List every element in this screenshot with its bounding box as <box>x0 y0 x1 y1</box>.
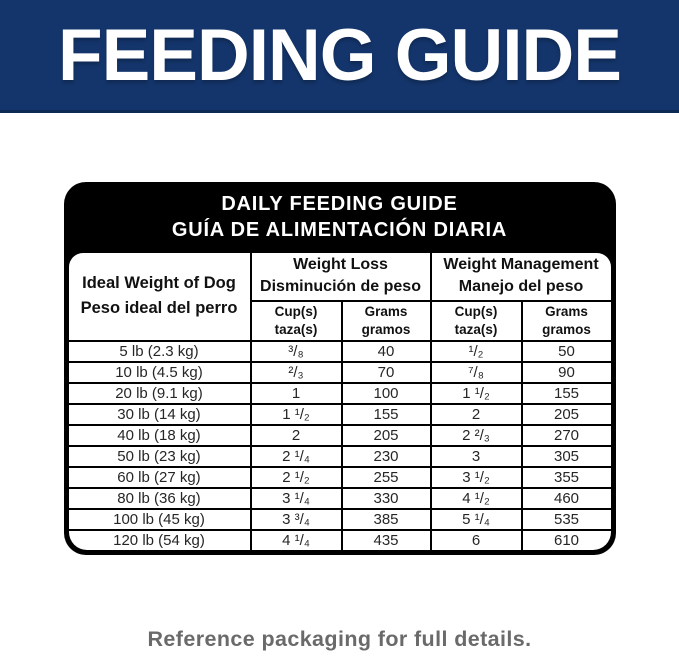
col-group-weight-management: Weight Management Manejo del peso <box>429 252 611 302</box>
header-line-es: taza(s) <box>454 321 498 337</box>
wm-grams-cell: 460 <box>520 486 611 510</box>
wl-cups-cell: 2 ¹/₄ <box>249 444 343 468</box>
feeding-table: Ideal Weight of Dog Peso ideal del perro… <box>68 252 611 551</box>
wl-grams-cell: 330 <box>340 486 432 510</box>
card-title-en: DAILY FEEDING GUIDE <box>221 193 458 215</box>
card-title-es: GUÍA DE ALIMENTACIÓN DIARIA <box>171 219 508 242</box>
feeding-guide-card: DAILY FEEDING GUIDE GUÍA DE ALIMENTACIÓN… <box>63 182 616 556</box>
banner: FEEDING GUIDE <box>0 0 679 113</box>
weight-cell: 60 lb (27 kg) <box>68 465 252 489</box>
wl-cups-cell: 4 ¹/₄ <box>249 528 343 551</box>
header-line-en: Weight Management <box>443 255 599 273</box>
wl-grams-cell: 40 <box>340 339 432 363</box>
wl-cups-cell: 2 ¹/₂ <box>249 465 343 489</box>
table-wrap: Ideal Weight of Dog Peso ideal del perro… <box>68 252 611 551</box>
table-row: 5 lb (2.3 kg) ³/₈ 40 ¹/₂ 50 <box>68 339 611 363</box>
wm-grams-cell: 270 <box>520 423 611 447</box>
weight-cell: 30 lb (14 kg) <box>68 402 252 426</box>
weight-cell: 100 lb (45 kg) <box>68 507 252 531</box>
wl-cups-cell: 3 ¹/₄ <box>249 486 343 510</box>
table-row: 10 lb (4.5 kg) ²/₃ 70 ⁷/₈ 90 <box>68 360 611 384</box>
wl-cups-cell: ³/₈ <box>249 339 343 363</box>
wl-cups-cell: 1 ¹/₂ <box>249 402 343 426</box>
table-row: 30 lb (14 kg) 1 ¹/₂ 155 2 205 <box>68 402 611 426</box>
weight-cell: 10 lb (4.5 kg) <box>68 360 252 384</box>
wl-cups-cell: 3 ³/₄ <box>249 507 343 531</box>
wm-cups-cell: 3 <box>429 444 523 468</box>
wm-grams-cell: 305 <box>520 444 611 468</box>
table-row: 50 lb (23 kg) 2 ¹/₄ 230 3 305 <box>68 444 611 468</box>
wm-cups-cell: ⁷/₈ <box>429 360 523 384</box>
wl-grams-cell: 230 <box>340 444 432 468</box>
wl-grams-cell: 205 <box>340 423 432 447</box>
col-header-wl-grams: Grams gramos <box>340 299 432 342</box>
col-header-wm-cups: Cup(s) taza(s) <box>429 299 523 342</box>
wl-grams-cell: 255 <box>340 465 432 489</box>
feeding-table-head: Ideal Weight of Dog Peso ideal del perro… <box>68 252 611 342</box>
wm-cups-cell: 3 ¹/₂ <box>429 465 523 489</box>
wl-grams-cell: 100 <box>340 381 432 405</box>
wm-cups-cell: 1 ¹/₂ <box>429 381 523 405</box>
wm-cups-cell: ¹/₂ <box>429 339 523 363</box>
weight-cell: 5 lb (2.3 kg) <box>68 339 252 363</box>
table-row: 80 lb (36 kg) 3 ¹/₄ 330 4 ¹/₂ 460 <box>68 486 611 510</box>
table-row: 20 lb (9.1 kg) 1 100 1 ¹/₂ 155 <box>68 381 611 405</box>
col-header-wl-cups: Cup(s) taza(s) <box>249 299 343 342</box>
wl-cups-cell: 1 <box>249 381 343 405</box>
col-group-weight-loss: Weight Loss Disminución de peso <box>249 252 432 302</box>
wm-grams-cell: 155 <box>520 381 611 405</box>
wm-grams-cell: 50 <box>520 339 611 363</box>
header-line-es: taza(s) <box>274 321 318 337</box>
header-line-en: Grams <box>545 304 588 320</box>
wm-grams-cell: 205 <box>520 402 611 426</box>
table-row: 120 lb (54 kg) 4 ¹/₄ 435 6 610 <box>68 528 611 551</box>
header-line-en: Cup(s) <box>454 304 498 320</box>
weight-cell: 20 lb (9.1 kg) <box>68 381 252 405</box>
wl-cups-cell: 2 <box>249 423 343 447</box>
table-row: 60 lb (27 kg) 2 ¹/₂ 255 3 ¹/₂ 355 <box>68 465 611 489</box>
wm-grams-cell: 535 <box>520 507 611 531</box>
card-header: DAILY FEEDING GUIDE GUÍA DE ALIMENTACIÓN… <box>64 182 616 253</box>
col-header-wm-grams: Grams gramos <box>520 299 611 342</box>
col-header-ideal-weight: Ideal Weight of Dog Peso ideal del perro <box>68 252 252 342</box>
header-line-en: Weight Loss <box>293 255 388 273</box>
wm-cups-cell: 2 ²/₃ <box>429 423 523 447</box>
wm-cups-cell: 4 ¹/₂ <box>429 486 523 510</box>
feeding-table-body: 5 lb (2.3 kg) ³/₈ 40 ¹/₂ 50 10 lb (4.5 kg) ²/₃… <box>68 339 611 551</box>
wm-grams-cell: 355 <box>520 465 611 489</box>
wl-grams-cell: 155 <box>340 402 432 426</box>
table-row: 40 lb (18 kg) 2 205 2 ²/₃ 270 <box>68 423 611 447</box>
wl-grams-cell: 385 <box>340 507 432 531</box>
footnote: Reference packaging for full details. <box>147 627 532 652</box>
weight-cell: 80 lb (36 kg) <box>68 486 252 510</box>
wl-cups-cell: ²/₃ <box>249 360 343 384</box>
weight-cell: 120 lb (54 kg) <box>68 528 252 551</box>
header-line-es: gramos <box>542 321 591 337</box>
header-line-en: Grams <box>364 304 408 320</box>
wl-grams-cell: 435 <box>340 528 432 551</box>
wm-cups-cell: 2 <box>429 402 523 426</box>
sub-header-row: Cup(s) taza(s) Grams gramos Cup(s) taza(… <box>69 299 611 342</box>
wl-grams-cell: 70 <box>340 360 432 384</box>
header-line-es: gramos <box>361 321 411 337</box>
weight-cell: 40 lb (18 kg) <box>68 423 252 447</box>
wm-cups-cell: 6 <box>429 528 523 551</box>
header-line-en: Cup(s) <box>274 304 318 320</box>
header-line-es: Peso ideal del perro <box>80 299 238 318</box>
banner-title: FEEDING GUIDE <box>58 14 622 96</box>
wm-grams-cell: 90 <box>520 360 611 384</box>
weight-cell: 50 lb (23 kg) <box>68 444 252 468</box>
wm-cups-cell: 5 ¹/₄ <box>429 507 523 531</box>
wm-grams-cell: 610 <box>520 528 611 551</box>
table-row: 100 lb (45 kg) 3 ³/₄ 385 5 ¹/₄ 535 <box>68 507 611 531</box>
header-line-es: Disminución de peso <box>260 278 421 296</box>
header-line-es: Manejo del peso <box>458 278 584 296</box>
group-header-row: Ideal Weight of Dog Peso ideal del perro… <box>68 252 611 342</box>
header-line-en: Ideal Weight of Dog <box>82 273 236 292</box>
